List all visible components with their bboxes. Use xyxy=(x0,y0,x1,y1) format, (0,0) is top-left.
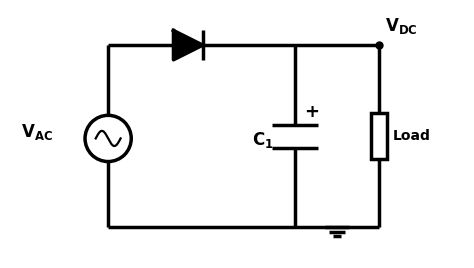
Text: $\mathbf{V}_{\mathbf{DC}}$: $\mathbf{V}_{\mathbf{DC}}$ xyxy=(384,16,417,36)
Bar xyxy=(371,113,387,159)
Text: $\mathbf{V}_{\mathbf{AC}}$: $\mathbf{V}_{\mathbf{AC}}$ xyxy=(21,122,54,142)
Text: $\mathbf{C_1}$: $\mathbf{C_1}$ xyxy=(252,130,273,150)
Polygon shape xyxy=(173,31,203,60)
Text: Load: Load xyxy=(392,129,430,143)
Text: $\mathbf{+}$: $\mathbf{+}$ xyxy=(304,103,319,121)
